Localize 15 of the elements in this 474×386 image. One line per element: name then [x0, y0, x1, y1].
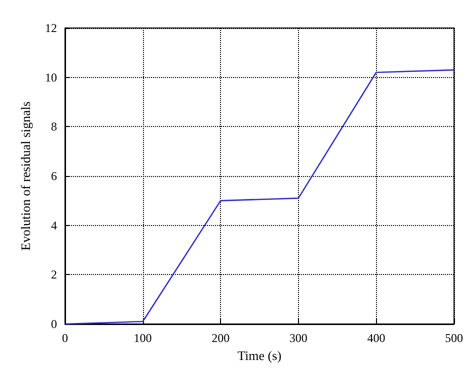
y-tick-label: 10 — [45, 70, 57, 84]
x-tick-label: 100 — [134, 331, 152, 345]
x-tick-label: 300 — [289, 331, 308, 345]
y-axis-title: Evolution of residual signals — [18, 101, 33, 251]
y-tick-label: 6 — [51, 169, 57, 183]
y-tick-label: 2 — [51, 268, 57, 282]
x-tick-label: 200 — [212, 331, 230, 345]
y-tick-label: 0 — [51, 317, 57, 331]
y-tick-label: 4 — [51, 218, 57, 232]
x-axis-title: Time (s) — [238, 348, 282, 363]
x-tick-label: 400 — [367, 331, 386, 345]
y-tick-label: 12 — [45, 21, 57, 35]
x-tick-label: 0 — [62, 331, 68, 345]
x-tick-label: 500 — [445, 331, 463, 345]
y-tick-label: 8 — [51, 120, 57, 134]
